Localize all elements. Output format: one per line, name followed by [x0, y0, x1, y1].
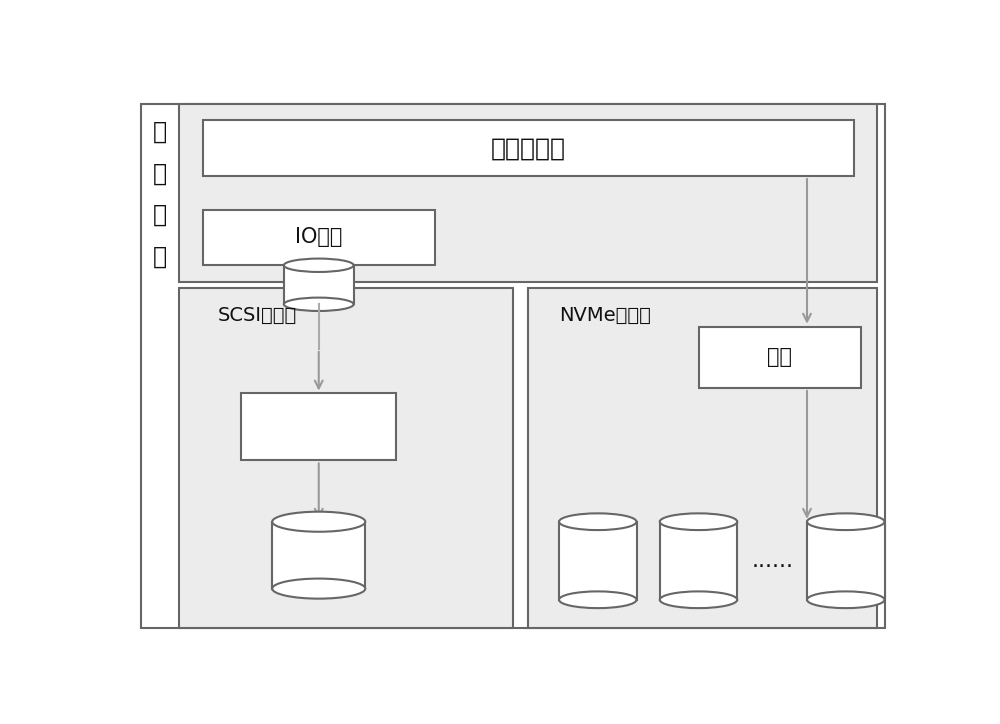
Bar — [698, 327, 861, 388]
Ellipse shape — [807, 513, 885, 530]
Ellipse shape — [660, 592, 737, 608]
Ellipse shape — [807, 592, 885, 608]
Text: 备: 备 — [153, 203, 167, 227]
Ellipse shape — [272, 578, 365, 599]
Bar — [559, 522, 637, 599]
Bar — [272, 522, 365, 589]
Bar — [202, 209, 435, 265]
Text: NVMe协议栈: NVMe协议栈 — [559, 306, 651, 325]
Ellipse shape — [284, 298, 354, 311]
Text: 队列: 队列 — [767, 348, 792, 367]
Ellipse shape — [559, 592, 637, 608]
Bar — [807, 522, 885, 599]
Text: 块: 块 — [153, 119, 167, 143]
Bar — [284, 265, 354, 304]
Bar — [528, 287, 877, 628]
Text: 设: 设 — [153, 161, 167, 185]
Bar — [241, 394, 396, 460]
Bar — [660, 522, 737, 599]
Bar — [202, 120, 854, 176]
Ellipse shape — [284, 258, 354, 272]
Text: SCSI协议栈: SCSI协议栈 — [218, 306, 297, 325]
Bar — [179, 104, 877, 282]
Ellipse shape — [559, 513, 637, 530]
Text: ......: ...... — [751, 551, 793, 571]
Ellipse shape — [660, 513, 737, 530]
Bar — [179, 287, 512, 628]
Text: 层: 层 — [153, 245, 167, 269]
Text: IO调度: IO调度 — [295, 227, 342, 248]
Ellipse shape — [272, 512, 365, 531]
Text: 上层接口层: 上层接口层 — [490, 136, 566, 160]
